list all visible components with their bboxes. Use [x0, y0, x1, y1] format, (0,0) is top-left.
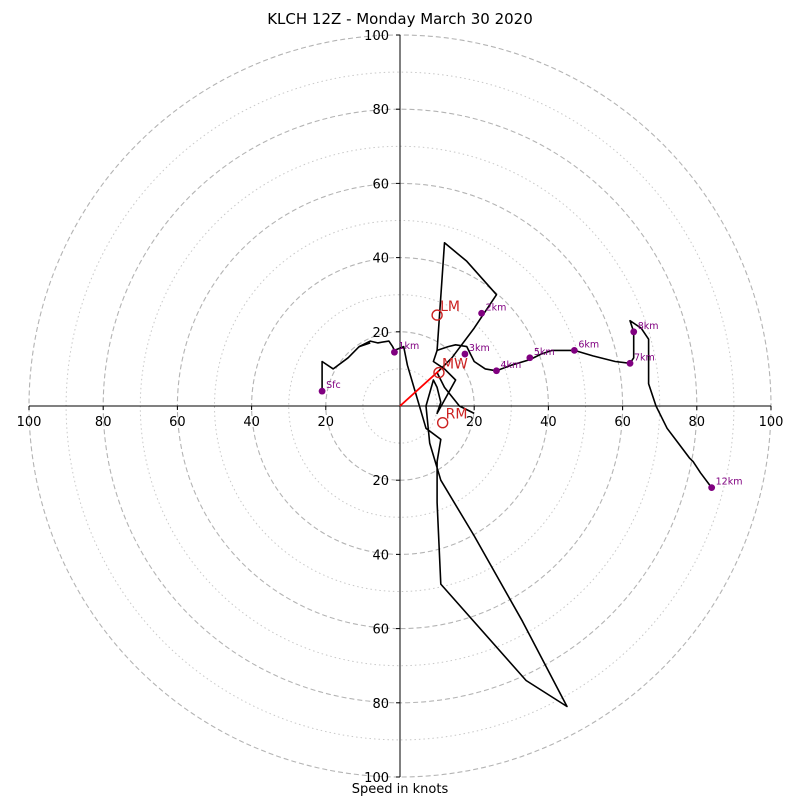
height-marker-label-4km: 4km [500, 360, 521, 371]
height-marker-3km [461, 350, 469, 358]
storm-motion-rm-label: RM [446, 407, 468, 423]
y-tick-label-20: 20 [372, 326, 389, 341]
height-marker-1km [391, 348, 398, 356]
height-marker-7km [626, 359, 634, 367]
y-tick-label-100: 100 [364, 29, 389, 44]
height-marker-label-5km: 5km [534, 347, 555, 358]
height-marker-label-12km: 12km [716, 477, 743, 488]
x-tick-label--80: 80 [95, 415, 112, 430]
storm-motion-mw-label: MW [442, 357, 468, 373]
storm-motion-mw-marker [433, 366, 445, 379]
height-marker-label-6km: 6km [578, 339, 599, 350]
x-axis-label: Speed in knots [351, 782, 449, 797]
height-marker-8km [630, 328, 638, 336]
x-tick-label--100: 100 [17, 415, 42, 430]
mean-wind-vector [399, 370, 440, 407]
x-tick-label--40: 40 [243, 415, 260, 430]
height-marker-5km [526, 354, 534, 362]
y-tick-label--40: 40 [372, 548, 389, 563]
x-tick-label-40: 40 [540, 415, 557, 430]
storm-motion-lm-marker [431, 309, 443, 321]
wind-trace-return-leg [358, 342, 371, 348]
height-marker-6km [570, 346, 578, 354]
x-tick-label-60: 60 [614, 415, 631, 430]
chart-title: KLCH 12Z - Monday March 30 2020 [267, 10, 533, 28]
height-marker-2km [478, 309, 486, 317]
x-tick-label-20: 20 [466, 415, 483, 430]
wind-trace-upper-loop [436, 242, 498, 415]
y-tick-label-80: 80 [372, 103, 389, 118]
x-tick-label-80: 80 [689, 415, 706, 430]
height-marker-label-sfc: Sfc [326, 380, 341, 391]
height-marker-sfc [318, 387, 326, 395]
storm-motion-rm-marker [436, 416, 449, 429]
y-tick-label--20: 20 [372, 474, 389, 489]
height-marker-label-2km: 2km [486, 302, 507, 313]
height-marker-label-1km: 1km [398, 341, 419, 352]
height-marker-label-7km: 7km [634, 352, 655, 363]
y-tick-label--100: 100 [364, 771, 389, 786]
y-tick-label-60: 60 [372, 177, 389, 192]
y-tick-label--60: 60 [372, 623, 389, 638]
wind-trace-line [321, 319, 713, 708]
height-marker-label-3km: 3km [469, 343, 490, 354]
x-tick-label--60: 60 [169, 415, 186, 430]
y-tick-label-40: 40 [372, 252, 389, 267]
height-marker-label-8km: 8km [638, 321, 659, 332]
height-marker-12km [708, 484, 716, 492]
y-tick-label--80: 80 [372, 697, 389, 712]
x-tick-label--20: 20 [318, 415, 335, 430]
height-marker-4km [493, 367, 500, 375]
storm-motion-lm-label: LM [440, 299, 460, 315]
x-tick-label-100: 100 [759, 415, 784, 430]
